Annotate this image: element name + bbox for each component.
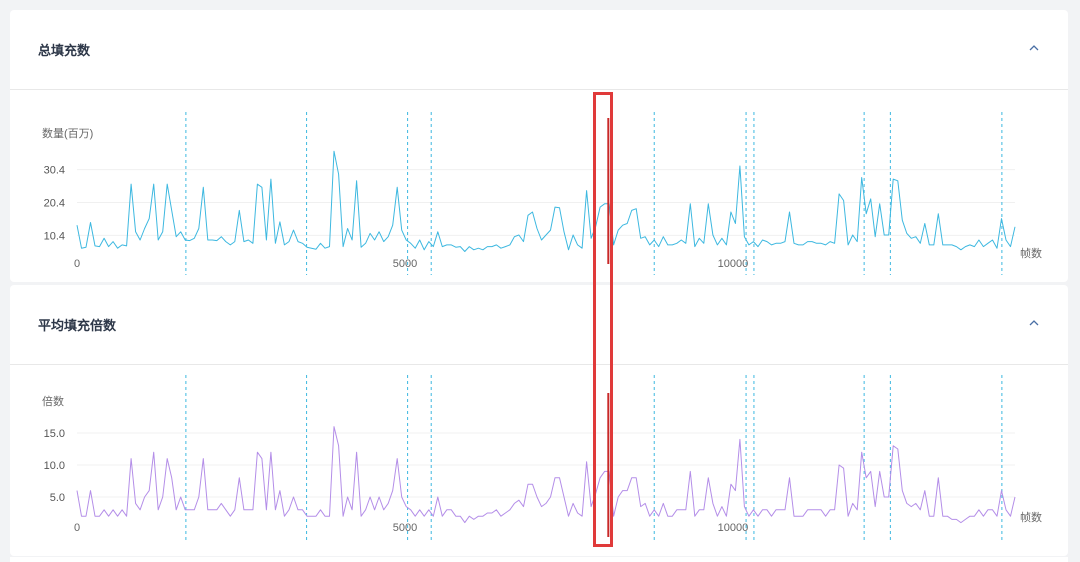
x-axis-label: 帧数 bbox=[1020, 246, 1042, 260]
panel-title: 平均填充倍数 bbox=[38, 318, 117, 333]
x-tick-label: 5000 bbox=[393, 522, 417, 534]
panel-total-fill: 总填充数 数量(百万) 10.4 20.4 30.4 0 5000 10000 帧数 bbox=[10, 10, 1068, 282]
panel-header[interactable]: 平均填充倍数 bbox=[10, 285, 1068, 365]
average-fill-chart[interactable]: 倍数 5.0 10.0 15.0 0 5000 10000 帧数 bbox=[10, 365, 1068, 556]
y-tick-label: 20.4 bbox=[44, 197, 65, 209]
series-line bbox=[76, 426, 1016, 524]
y-tick-label: 30.4 bbox=[44, 165, 65, 177]
y-tick-label: 15.0 bbox=[44, 428, 65, 440]
y-tick-label: 10.4 bbox=[44, 230, 65, 242]
y-axis-label: 倍数 bbox=[42, 394, 64, 408]
y-axis-label: 数量(百万) bbox=[42, 127, 93, 140]
x-tick-label: 5000 bbox=[393, 258, 417, 270]
x-tick-label: 10000 bbox=[718, 522, 749, 534]
chevron-up-icon[interactable] bbox=[1026, 40, 1042, 56]
total-fill-chart[interactable]: 数量(百万) 10.4 20.4 30.4 0 5000 10000 帧数 bbox=[10, 90, 1068, 282]
x-tick-label: 10000 bbox=[718, 258, 749, 270]
x-tick-label: 0 bbox=[74, 522, 80, 534]
panel-header[interactable]: 总填充数 bbox=[10, 10, 1068, 90]
y-tick-label: 5.0 bbox=[50, 492, 65, 504]
x-tick-label: 0 bbox=[74, 258, 80, 270]
panel-title: 总填充数 bbox=[38, 43, 91, 58]
panel-average-fill-multiplier: 平均填充倍数 倍数 5.0 10.0 15.0 0 5000 10000 帧数 bbox=[10, 285, 1068, 556]
y-tick-label: 10.0 bbox=[44, 460, 65, 472]
chevron-up-icon[interactable] bbox=[1026, 315, 1042, 331]
series-line bbox=[76, 150, 1016, 252]
x-axis-label: 帧数 bbox=[1020, 510, 1042, 524]
next-panel-edge bbox=[10, 557, 1068, 562]
